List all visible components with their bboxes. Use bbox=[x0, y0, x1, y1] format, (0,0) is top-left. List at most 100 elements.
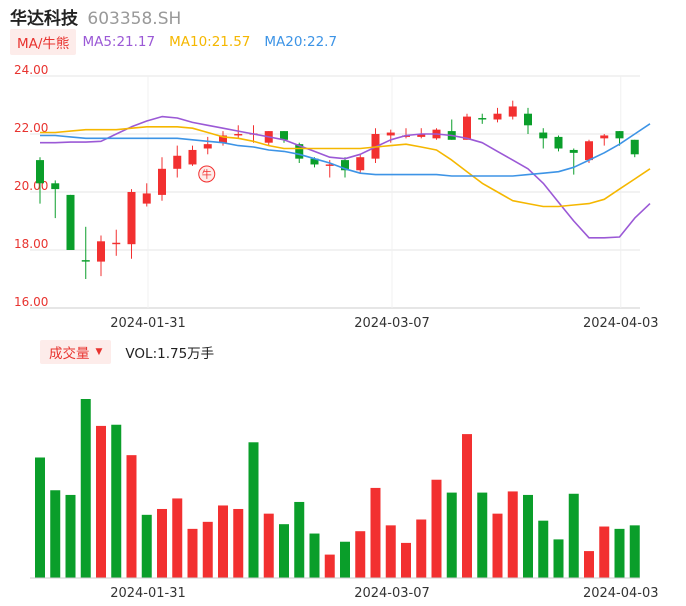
volume-bar bbox=[172, 498, 183, 578]
y-tick-label: 24.00 bbox=[14, 63, 48, 77]
candle-body bbox=[219, 135, 227, 143]
candle-body bbox=[81, 260, 90, 262]
volume-bar bbox=[111, 424, 122, 578]
volume-bar bbox=[80, 399, 91, 578]
caret-down-icon: ▼ bbox=[95, 347, 103, 357]
stock-name: 华达科技 bbox=[10, 9, 78, 29]
volume-bar bbox=[523, 494, 533, 578]
candle-body bbox=[66, 194, 75, 250]
y-tick-label: 18.00 bbox=[14, 237, 48, 251]
volume-bar bbox=[446, 492, 457, 578]
candle-body bbox=[569, 149, 578, 153]
candle-body bbox=[188, 149, 197, 165]
moving-averages bbox=[40, 115, 651, 239]
volume-bar bbox=[538, 520, 549, 578]
volume-bar bbox=[157, 508, 167, 578]
candle-body bbox=[295, 144, 304, 159]
date-axis: 2024-01-31 2024-01-31 2024-03-07 2024-03-07… bbox=[110, 316, 658, 601]
volume-legend: 成交量 ▼ VOL:1.75万手 bbox=[40, 340, 215, 364]
y-tick-label: 16.00 bbox=[14, 295, 48, 309]
volume-bar bbox=[431, 479, 442, 578]
x-tick-label: 2024-04-03 bbox=[583, 586, 659, 601]
volume-bar bbox=[462, 434, 472, 578]
x-tick-label: 2024-03-07 bbox=[354, 316, 430, 331]
volume-bar bbox=[96, 425, 106, 578]
volume-bar bbox=[599, 526, 610, 578]
ma5-line bbox=[40, 115, 651, 239]
candle-body bbox=[142, 193, 151, 204]
candle-body bbox=[463, 116, 471, 140]
volume-bar bbox=[340, 541, 350, 578]
volume-bar bbox=[141, 514, 152, 578]
candle-body bbox=[127, 192, 136, 245]
candle-body bbox=[600, 135, 609, 139]
bull-marker-icon: 牛 bbox=[198, 165, 216, 183]
volume-bar bbox=[218, 505, 228, 578]
candle-body bbox=[478, 118, 487, 120]
volume-bar bbox=[355, 531, 366, 578]
stock-code: 603358.SH bbox=[87, 9, 182, 29]
volume-bar bbox=[385, 525, 396, 578]
ma-legend: MA/牛熊 MA5:21.17 MA10:21.57 MA20:22.7 bbox=[10, 29, 351, 55]
volume-bar bbox=[248, 442, 259, 578]
volume-bar bbox=[187, 528, 198, 578]
candle-body bbox=[97, 241, 105, 262]
volume-value: VOL:1.75万手 bbox=[125, 346, 215, 362]
candle-body bbox=[158, 168, 166, 195]
bull-marker-ring bbox=[198, 165, 216, 183]
grid bbox=[30, 75, 640, 309]
volume-bar bbox=[553, 539, 564, 578]
candle-body bbox=[51, 183, 60, 190]
volume-bar bbox=[568, 493, 579, 578]
volume-bar bbox=[126, 455, 137, 578]
volume-bar bbox=[370, 487, 381, 578]
volume-bar bbox=[279, 524, 289, 578]
volume-bar bbox=[584, 551, 594, 578]
volume-bar bbox=[492, 513, 503, 578]
x-tick-label: 2024-01-31 bbox=[110, 586, 186, 601]
bull-marker-label: 牛 bbox=[202, 168, 212, 181]
volume-bar bbox=[294, 501, 305, 578]
candle-body bbox=[493, 113, 502, 120]
volume-bar bbox=[614, 528, 625, 578]
candle-body bbox=[356, 157, 365, 171]
candle-body bbox=[630, 139, 639, 155]
volume-bar bbox=[35, 457, 45, 578]
candle-body bbox=[173, 155, 182, 169]
candle-body bbox=[585, 141, 593, 161]
volume-bar bbox=[263, 513, 274, 578]
volume-bar bbox=[309, 533, 320, 578]
candle-body bbox=[341, 160, 349, 171]
volume-bar bbox=[324, 554, 335, 578]
markers: 牛 bbox=[198, 165, 216, 183]
ma20-line bbox=[40, 123, 651, 177]
ma-indicator-selector[interactable]: MA/牛熊 bbox=[10, 29, 77, 55]
candle-body bbox=[539, 132, 548, 139]
volume-bar bbox=[629, 525, 640, 578]
volume-bar bbox=[65, 494, 76, 578]
volume-bars bbox=[30, 399, 640, 579]
candle-body bbox=[417, 134, 426, 137]
candle-body bbox=[112, 242, 121, 245]
candle-body bbox=[508, 106, 517, 117]
volume-bar bbox=[50, 490, 61, 578]
volume-indicator-selector[interactable]: 成交量 ▼ bbox=[40, 340, 112, 364]
candle-body bbox=[524, 113, 532, 126]
y-tick-label: 22.00 bbox=[14, 121, 48, 135]
x-tick-label: 2024-01-31 bbox=[110, 316, 186, 331]
ma20-label: MA20:22.7 bbox=[264, 34, 338, 50]
stock-title: 华达科技 603358.SH bbox=[10, 4, 181, 29]
candle-body bbox=[310, 158, 319, 165]
candle-body bbox=[325, 164, 334, 166]
volume-bar bbox=[477, 492, 488, 578]
x-tick-label: 2024-04-03 bbox=[583, 316, 659, 331]
volume-bar bbox=[507, 491, 518, 578]
volume-bar bbox=[233, 508, 244, 578]
ma10-line bbox=[40, 126, 651, 208]
candle-body bbox=[615, 131, 624, 139]
volume-bar bbox=[401, 542, 411, 578]
candle-body bbox=[280, 131, 288, 140]
ma10-label: MA10:21.57 bbox=[169, 34, 251, 50]
